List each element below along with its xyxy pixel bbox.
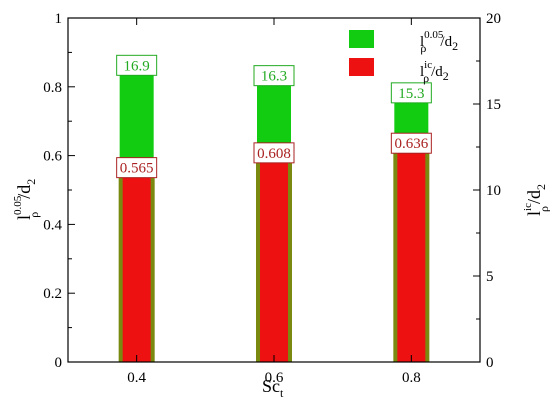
left-tick-label: 0.2: [43, 286, 62, 302]
svg-text:Sct: Sct: [262, 376, 284, 400]
legend-swatch-red: [349, 58, 374, 76]
svg-text:l0.05ρ/d2: l0.05 ρ/d2: [12, 179, 41, 220]
x-axis-label: Sct: [262, 376, 284, 400]
legend-swatch-green: [349, 30, 374, 48]
data-label-red-0.8-box: [390, 132, 432, 154]
left-tick-label: 1: [55, 11, 63, 27]
x-axis-ticks: 0.4 0.6 0.8: [127, 18, 421, 386]
right-axis-label: lic ρ/d2: [522, 184, 550, 216]
bar-red-0.4: [122, 167, 151, 362]
x-tick-label: 0.4: [127, 370, 146, 386]
right-tick-label: 20: [486, 11, 501, 27]
data-label-red-0.6-box: [253, 142, 295, 164]
x-tick-label: 0.6: [265, 370, 284, 386]
data-label-green-0.4-box: [116, 54, 158, 76]
data-labels: 16.9 0.565 16.3 0.608 15.3 0.636: [116, 54, 432, 179]
right-tick-label: 5: [486, 269, 494, 285]
bar-red-0.6: [260, 152, 288, 362]
data-label-red-0.4: 0.565: [120, 161, 154, 177]
data-label-green-0.4: 16.9: [124, 58, 150, 74]
data-label-green-0.6-box: [253, 65, 295, 87]
left-tick-label: 0.4: [43, 217, 62, 233]
right-tick-label: 15: [486, 97, 501, 113]
legend-label-green: l0.05 ρ/d2: [420, 29, 458, 55]
data-label-green-0.8: 15.3: [398, 86, 424, 102]
left-axis-label: l0.05 ρ/d2: [12, 179, 41, 220]
right-tick-label: 0: [486, 355, 494, 371]
right-axis-ticks: 0 5 10 15 20: [473, 11, 501, 371]
bars: [118, 71, 430, 362]
left-axis-ticks: 0 0.2 0.4 0.6 0.8 1: [43, 11, 75, 371]
left-tick-label: 0.6: [43, 149, 62, 165]
x-tick-label: 0.8: [402, 370, 421, 386]
legend: l0.05 ρ/d2 lic ρ/d2: [349, 29, 458, 85]
data-label-red-0.8: 0.636: [394, 136, 428, 152]
data-label-red-0.6: 0.608: [257, 146, 291, 162]
bar-red-0.8: [397, 143, 426, 362]
data-label-green-0.6: 16.3: [261, 69, 287, 85]
legend-label-red: lic ρ/d2: [420, 59, 449, 85]
data-label-green-0.8-box: [390, 82, 432, 104]
data-label-red-0.4-box: [116, 157, 158, 179]
left-tick-label: 0.8: [43, 80, 62, 96]
right-tick-label: 10: [486, 183, 501, 199]
left-tick-label: 0: [55, 355, 63, 371]
